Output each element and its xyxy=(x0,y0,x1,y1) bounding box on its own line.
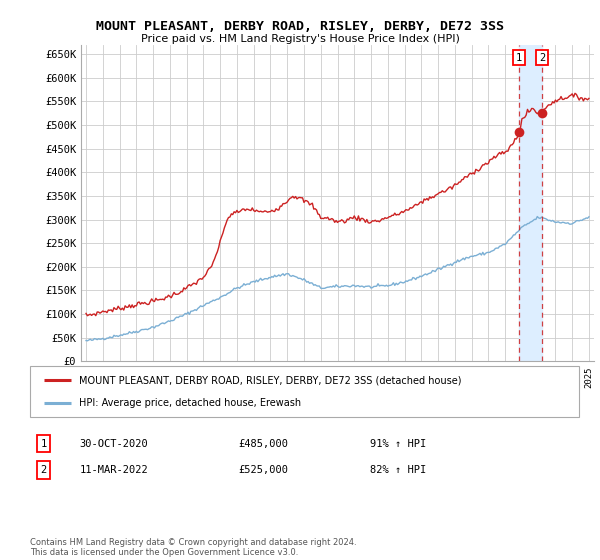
Text: HPI: Average price, detached house, Erewash: HPI: Average price, detached house, Erew… xyxy=(79,398,302,408)
Text: 11-MAR-2022: 11-MAR-2022 xyxy=(79,465,148,475)
Text: 82% ↑ HPI: 82% ↑ HPI xyxy=(370,465,427,475)
Text: Price paid vs. HM Land Registry's House Price Index (HPI): Price paid vs. HM Land Registry's House … xyxy=(140,34,460,44)
Text: 1: 1 xyxy=(516,53,522,63)
Text: MOUNT PLEASANT, DERBY ROAD, RISLEY, DERBY, DE72 3SS: MOUNT PLEASANT, DERBY ROAD, RISLEY, DERB… xyxy=(96,20,504,32)
Text: MOUNT PLEASANT, DERBY ROAD, RISLEY, DERBY, DE72 3SS (detached house): MOUNT PLEASANT, DERBY ROAD, RISLEY, DERB… xyxy=(79,375,462,385)
Text: 30-OCT-2020: 30-OCT-2020 xyxy=(79,438,148,449)
Text: 2: 2 xyxy=(41,465,47,475)
Text: 91% ↑ HPI: 91% ↑ HPI xyxy=(370,438,427,449)
Bar xyxy=(519,45,542,361)
Text: £525,000: £525,000 xyxy=(239,465,289,475)
Text: 1: 1 xyxy=(41,438,47,449)
Text: Contains HM Land Registry data © Crown copyright and database right 2024.
This d: Contains HM Land Registry data © Crown c… xyxy=(30,538,356,557)
Text: £485,000: £485,000 xyxy=(239,438,289,449)
FancyBboxPatch shape xyxy=(30,366,579,417)
Text: 2: 2 xyxy=(539,53,545,63)
